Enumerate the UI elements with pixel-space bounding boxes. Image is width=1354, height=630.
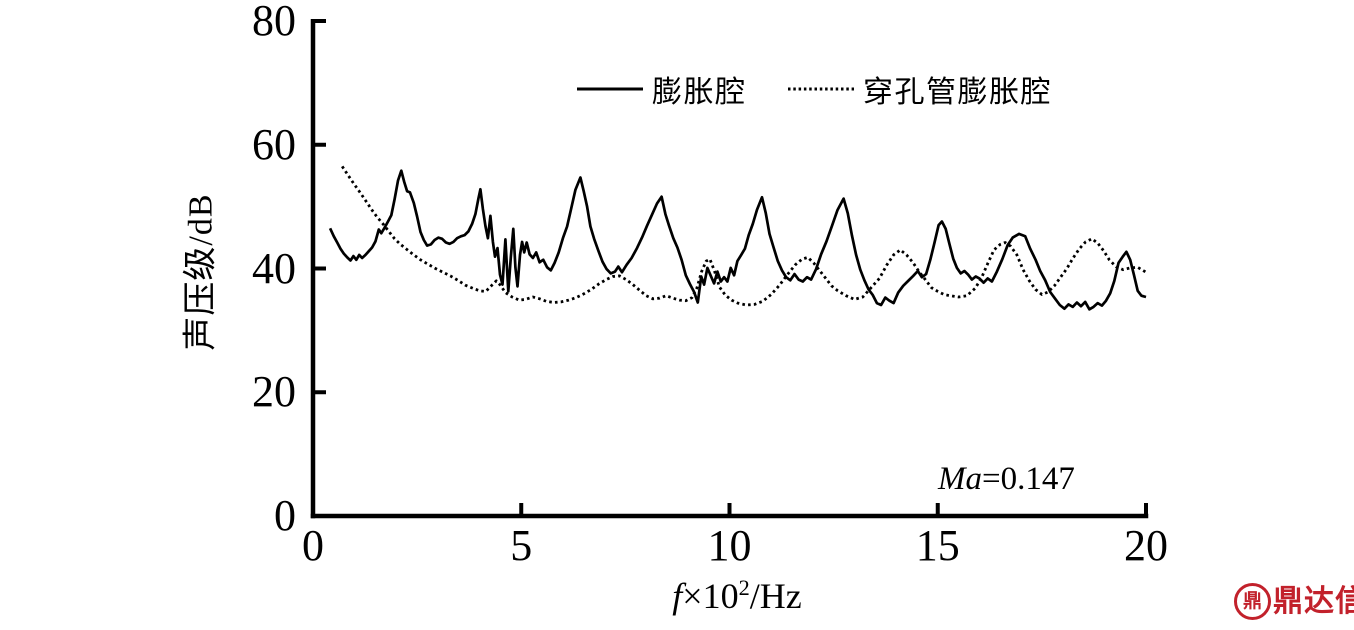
x-axis-unit: /Hz <box>749 576 802 616</box>
x-axis-multiplier: ×10 <box>682 576 739 616</box>
y-tick-label-20: 20 <box>252 367 296 417</box>
mach-value: =0.147 <box>982 461 1075 497</box>
series-curve-dotted <box>341 165 1147 307</box>
watermark-logo: 鼎 鼎达信 <box>1234 583 1354 620</box>
mach-symbol: Ma <box>938 461 982 497</box>
watermark-text: 鼎达信 <box>1273 584 1354 618</box>
x-axis-variable: f <box>672 576 683 616</box>
y-axis-title-text: 声压级/dB <box>182 193 220 351</box>
x-tick-label-15: 15 <box>915 521 960 570</box>
y-tick-label-60: 60 <box>252 119 296 169</box>
y-tick-label-0: 0 <box>274 491 296 540</box>
y-tick-label-80: 80 <box>252 0 296 45</box>
logo-glyph: 鼎 <box>1242 591 1262 612</box>
x-tick-label-10: 10 <box>707 521 752 570</box>
legend-entry-dotted: 穿孔管膨胀腔 <box>788 68 1052 110</box>
x-tick-label-20: 20 <box>1124 521 1168 570</box>
x-axis-title: f×102/Hz <box>672 575 801 617</box>
y-tick-label-40: 40 <box>252 243 296 293</box>
legend-solid-line-sample <box>577 87 643 91</box>
mach-number-annotation: Ma=0.147 <box>938 461 1075 498</box>
legend-label-dotted: 穿孔管膨胀腔 <box>863 76 1052 109</box>
legend-label-solid: 膨胀腔 <box>652 76 747 109</box>
dingdaxin-logo-icon: 鼎 <box>1234 583 1271 620</box>
series-curve-solid <box>328 169 1147 311</box>
legend-dotted-line-sample <box>788 87 854 91</box>
x-axis-exponent: 2 <box>738 575 750 600</box>
legend-entry-solid: 膨胀腔 <box>577 68 747 110</box>
y-axis-title: 声压级/dB <box>173 193 222 350</box>
x-tick-label-0: 0 <box>302 521 324 570</box>
x-tick-label-5: 5 <box>510 521 533 570</box>
